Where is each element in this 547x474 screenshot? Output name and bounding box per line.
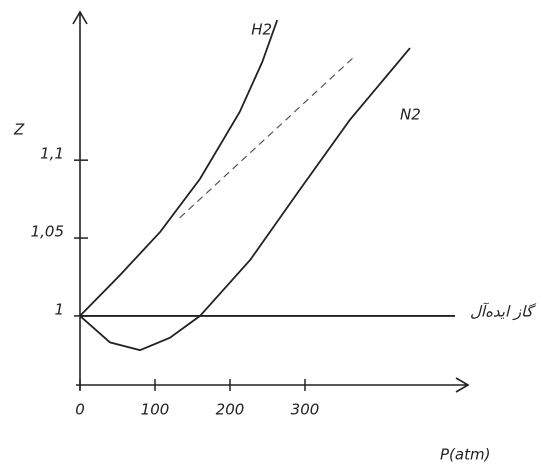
series-label: N2 bbox=[400, 106, 421, 124]
x-tick-label: 0 bbox=[75, 401, 85, 419]
series-line bbox=[79, 19, 279, 317]
y-axis bbox=[72, 10, 88, 390]
y-tick-label: 1,1 bbox=[40, 145, 64, 163]
x-tick-label: 300 bbox=[291, 401, 320, 419]
series-label: گاز ایده‌آل bbox=[470, 302, 537, 321]
tangent-line bbox=[179, 55, 356, 219]
y-axis-label: Z bbox=[13, 121, 25, 139]
y-tick-label: 1 bbox=[54, 300, 64, 318]
x-axis-label: P(atm) bbox=[440, 446, 490, 464]
x-axis bbox=[76, 377, 470, 393]
y-tick-label: 1,05 bbox=[31, 223, 64, 241]
x-tick-label: 100 bbox=[141, 401, 170, 419]
series-line bbox=[79, 47, 411, 352]
x-tick-label: 200 bbox=[216, 401, 245, 419]
series-label: H2 bbox=[251, 21, 272, 39]
